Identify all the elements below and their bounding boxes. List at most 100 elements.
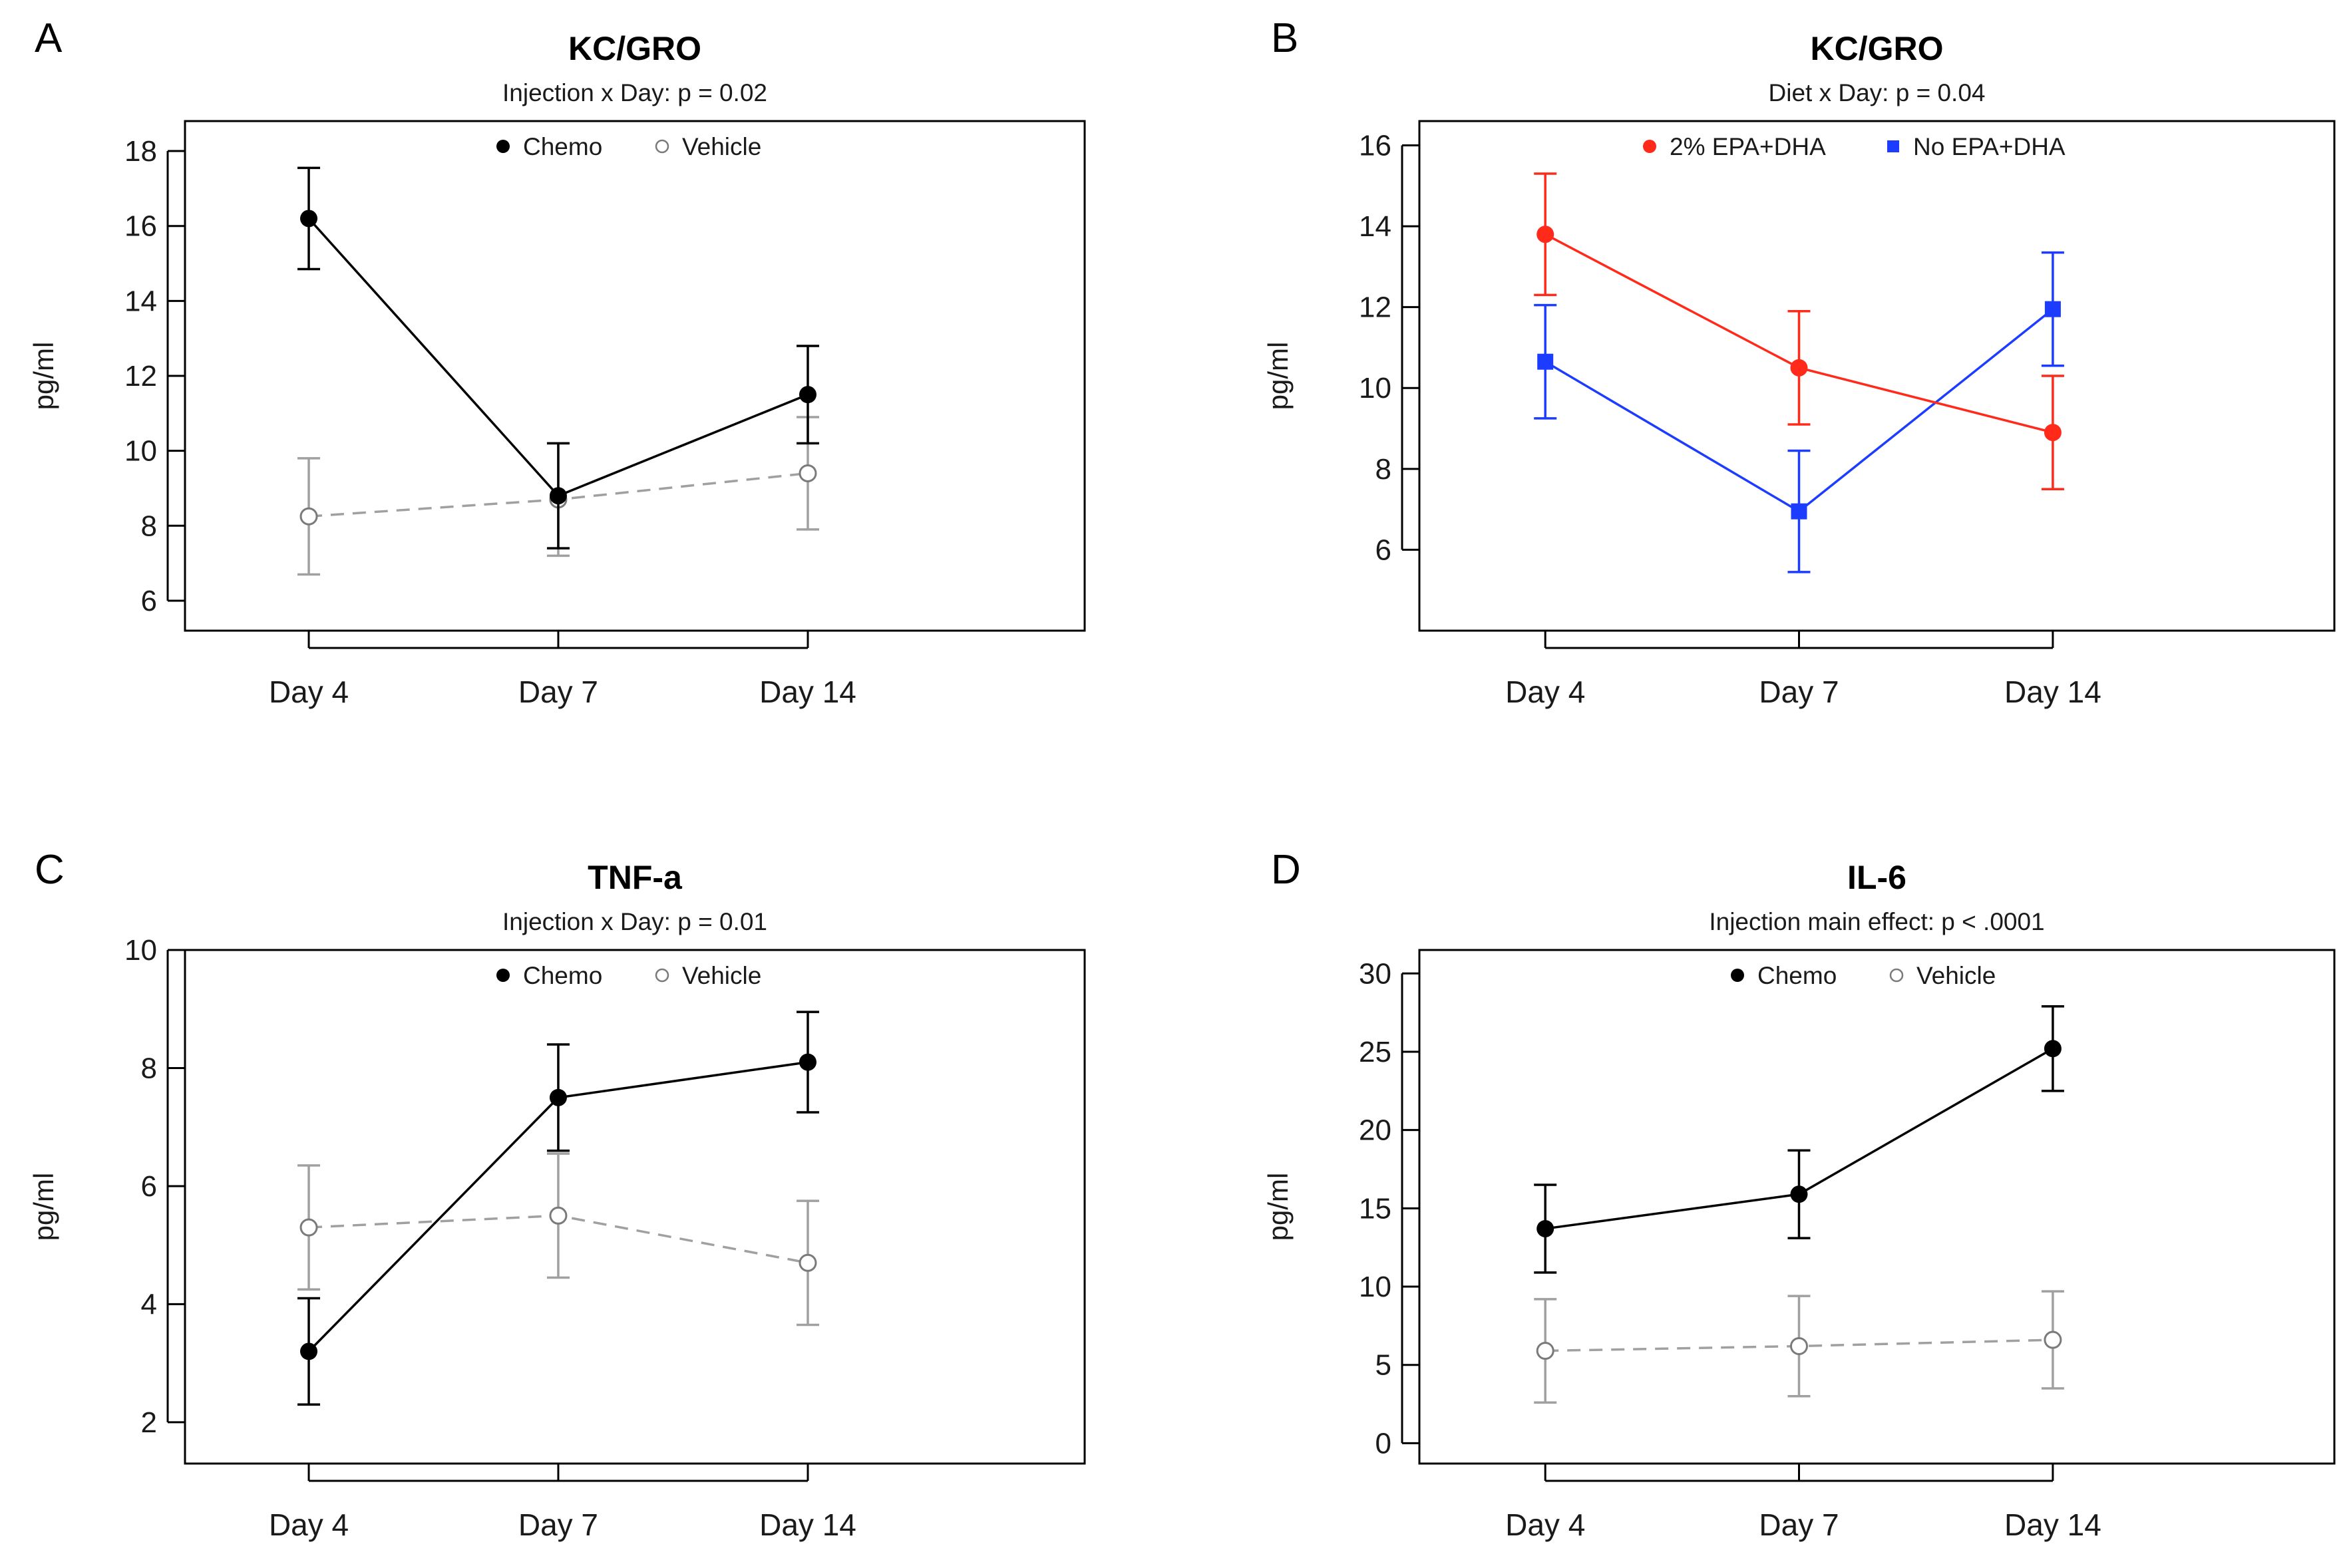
chart-title: TNF-a (588, 859, 683, 896)
panel-letter: A (35, 15, 63, 61)
y-tick-label: 25 (1359, 1036, 1391, 1068)
legend-label: Chemo (523, 962, 602, 989)
chart-subtitle: Diet x Day: p = 0.04 (1769, 79, 1986, 106)
data-point (1536, 226, 1554, 243)
data-point (799, 464, 817, 482)
x-tick-label: Day 4 (269, 1507, 349, 1542)
legend: 2% EPA+DHA No EPA+DHA (1643, 133, 2066, 160)
y-tick-label: 6 (1375, 534, 1391, 566)
y-tick-label: 0 (1375, 1427, 1391, 1460)
y-tick-label: 16 (124, 210, 157, 243)
y-tick-label: 12 (124, 360, 157, 392)
legend-marker (655, 139, 669, 154)
series-chemo (297, 166, 819, 549)
y-tick-label: 8 (141, 1052, 157, 1084)
y-axis-label: pg/ml (1262, 1173, 1294, 1241)
plot-frame (184, 949, 1086, 1465)
y-tick-label: 10 (1359, 1271, 1391, 1303)
x-tick-label: Day 7 (1759, 675, 1839, 709)
data-point (1790, 359, 1808, 377)
legend: Chemo Vehicle (1731, 962, 1996, 989)
y-tick-label: 16 (1359, 129, 1391, 162)
y-tick-label: 8 (1375, 453, 1391, 486)
data-point (799, 1253, 817, 1272)
y-axis-label: pg/ml (28, 342, 59, 410)
legend-label: Chemo (523, 133, 602, 160)
data-point (549, 1088, 567, 1106)
data-point (1790, 1185, 1808, 1203)
x-tick-label: Day 7 (518, 1507, 598, 1542)
y-tick-label: 4 (141, 1288, 157, 1321)
series-vehicle (1534, 1290, 2064, 1404)
data-point (799, 1053, 816, 1071)
data-point (2044, 301, 2061, 317)
data-point (1791, 503, 1807, 520)
y-tick-label: 14 (1359, 210, 1391, 243)
legend-marker (1643, 140, 1656, 153)
y-axis-label: pg/ml (1262, 342, 1294, 410)
y-axis-label: pg/ml (28, 1173, 59, 1241)
y-tick-label: 18 (124, 135, 157, 168)
legend-label: 2% EPA+DHA (1670, 133, 1826, 160)
series-no-epa-dha (1534, 251, 2064, 573)
data-point (1537, 353, 1554, 370)
legend-label: Vehicle (682, 133, 761, 160)
x-tick-label: Day 4 (1505, 1507, 1585, 1542)
chart-title: KC/GRO (568, 30, 701, 67)
panel-letter: D (1271, 847, 1301, 893)
plot-frame (1418, 120, 2336, 632)
data-point (549, 487, 567, 505)
x-tick-label: Day 14 (759, 1507, 856, 1542)
series-2-epa-dha (1534, 172, 2064, 490)
panel-letter: B (1271, 15, 1298, 61)
x-tick-label: Day 7 (1759, 1507, 1839, 1542)
panel-c: C TNF-a Injection x Day: p = 0.01 2 4 6 8 10 pg/… (28, 847, 1086, 1542)
data-point (2044, 1331, 2062, 1349)
data-point (1536, 1342, 1554, 1360)
legend-marker (655, 968, 669, 983)
legend-marker (496, 969, 510, 982)
chart-title: KC/GRO (1811, 30, 1944, 67)
x-tick-label: Day 14 (759, 675, 856, 709)
legend-marker (1889, 968, 1904, 983)
y-tick-label: 10 (1359, 372, 1391, 404)
data-point (300, 1342, 318, 1360)
data-point (1789, 1336, 1808, 1355)
legend: Chemo Vehicle (496, 962, 761, 989)
legend-label: Vehicle (1916, 962, 1996, 989)
legend-marker (1887, 140, 1899, 152)
panel-a: A KC/GRO Injection x Day: p = 0.02 6 8 10 12 14… (28, 15, 1086, 709)
data-point (299, 1218, 318, 1237)
series-chemo (297, 1011, 819, 1406)
y-tick-label: 6 (141, 585, 157, 617)
chart-title: IL-6 (1847, 859, 1906, 896)
y-tick-label: 2 (141, 1406, 157, 1439)
data-point (549, 1206, 568, 1225)
x-tick-label: Day 7 (518, 675, 598, 709)
x-tick-label: Day 4 (269, 675, 349, 709)
chart-subtitle: Injection x Day: p = 0.01 (502, 908, 767, 935)
y-tick-label: 15 (1359, 1192, 1391, 1225)
data-point (299, 507, 318, 526)
data-point (799, 386, 816, 404)
x-tick-label: Day 4 (1505, 675, 1585, 709)
legend-label: Vehicle (682, 962, 761, 989)
legend-marker (1731, 969, 1744, 982)
y-tick-label: 10 (124, 435, 157, 468)
panel-letter: C (35, 847, 65, 893)
series-vehicle (297, 1152, 819, 1327)
y-tick-label: 30 (1359, 957, 1391, 990)
y-tick-label: 8 (141, 510, 157, 542)
y-tick-label: 10 (124, 934, 157, 967)
data-point (1536, 1219, 1554, 1237)
legend-label: Chemo (1757, 962, 1837, 989)
panel-d: D IL-6 Injection main effect: p < .0001 0 5 1… (1262, 847, 2336, 1542)
data-point (2044, 424, 2062, 442)
series-chemo (1534, 1005, 2064, 1274)
panel-b: B KC/GRO Diet x Day: p = 0.04 6 8 10 12 14 16 pg/… (1262, 15, 2336, 709)
x-tick-label: Day 14 (2004, 1507, 2101, 1542)
plot-frame (1418, 949, 2336, 1465)
chart-subtitle: Injection x Day: p = 0.02 (502, 79, 767, 106)
data-point (300, 210, 318, 228)
